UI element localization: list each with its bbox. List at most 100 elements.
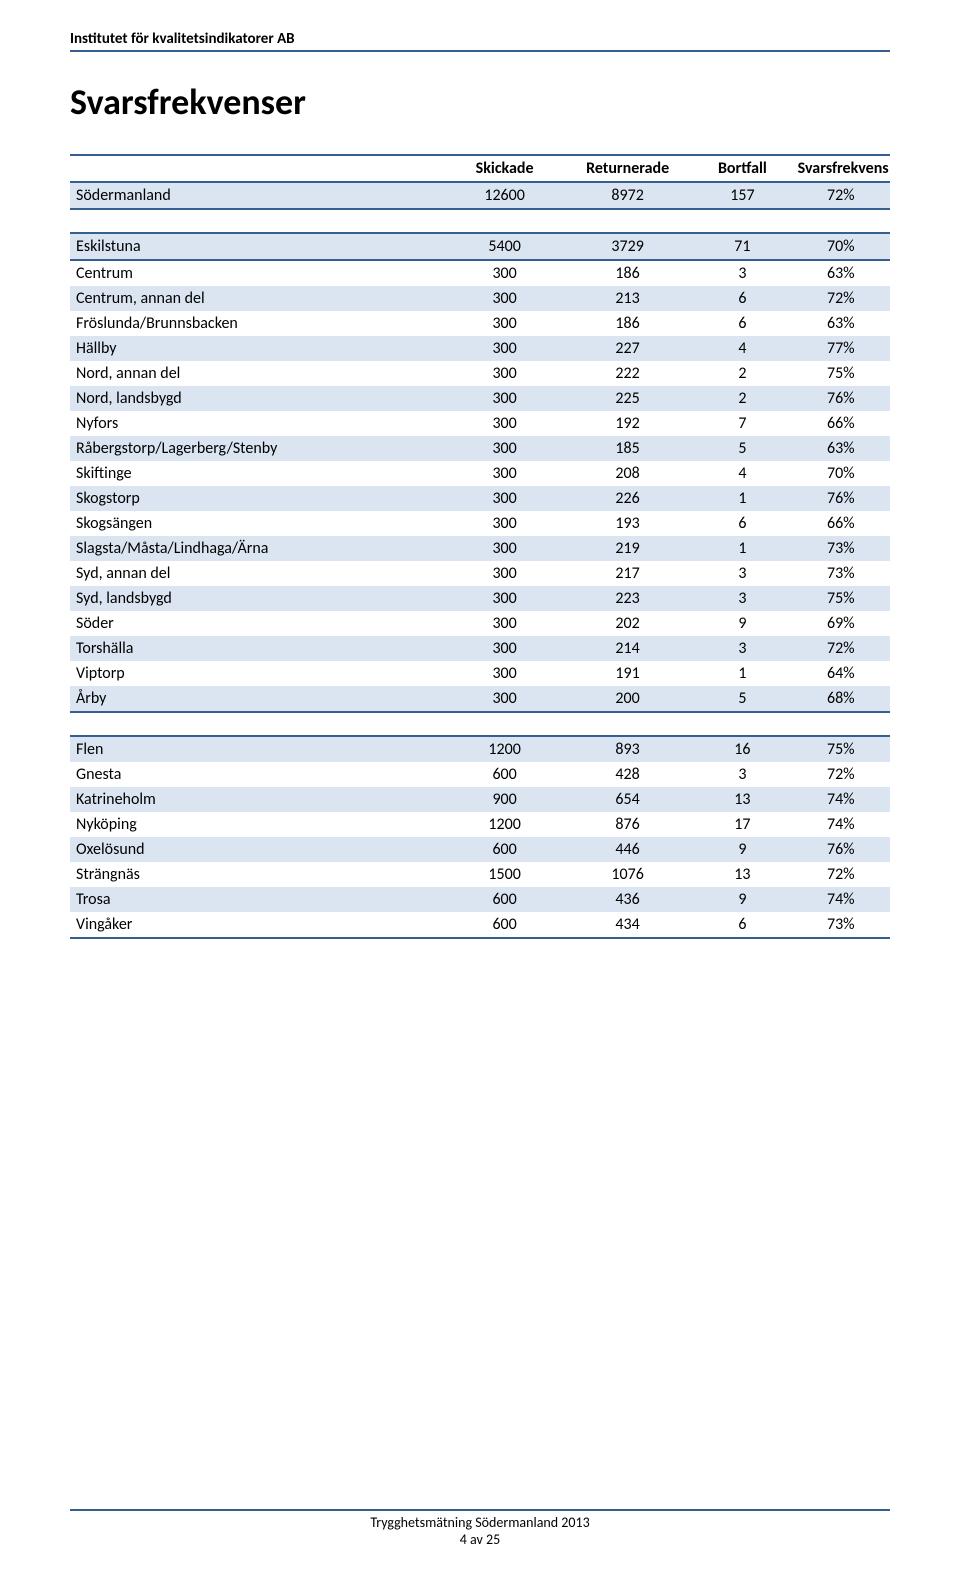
row-returnerade: 436 <box>562 887 693 912</box>
row-bortfall: 2 <box>693 386 791 411</box>
row-bortfall: 3 <box>693 636 791 661</box>
row-name: Nyfors <box>70 411 447 436</box>
row-returnerade: 223 <box>562 586 693 611</box>
row-bortfall: 16 <box>693 736 791 762</box>
total-skickade: 12600 <box>447 182 562 209</box>
row-returnerade: 226 <box>562 486 693 511</box>
section-freq: 70% <box>792 233 890 260</box>
row-returnerade: 428 <box>562 762 693 787</box>
table-row: Trosa600436974% <box>70 887 890 912</box>
row-freq: 76% <box>792 837 890 862</box>
row-name: Årby <box>70 686 447 712</box>
row-freq: 72% <box>792 636 890 661</box>
gap-row <box>70 209 890 233</box>
row-bortfall: 4 <box>693 336 791 361</box>
row-freq: 74% <box>792 812 890 837</box>
row-returnerade: 893 <box>562 736 693 762</box>
row-freq: 76% <box>792 486 890 511</box>
row-freq: 73% <box>792 536 890 561</box>
row-freq: 69% <box>792 611 890 636</box>
col-header-bortfall: Bortfall <box>693 155 791 182</box>
row-freq: 74% <box>792 887 890 912</box>
row-bortfall: 4 <box>693 461 791 486</box>
table-row: Nord, annan del300222275% <box>70 361 890 386</box>
row-freq: 66% <box>792 411 890 436</box>
row-freq: 73% <box>792 561 890 586</box>
row-freq: 63% <box>792 260 890 286</box>
row-name: Syd, landsbygd <box>70 586 447 611</box>
table-row: Årby300200568% <box>70 686 890 712</box>
row-returnerade: 219 <box>562 536 693 561</box>
table-row: Skiftinge300208470% <box>70 461 890 486</box>
row-returnerade: 200 <box>562 686 693 712</box>
row-freq: 63% <box>792 311 890 336</box>
table-row: Råbergstorp/Lagerberg/Stenby300185563% <box>70 436 890 461</box>
section-bortfall: 71 <box>693 233 791 260</box>
row-name: Hällby <box>70 336 447 361</box>
table-header-row: Skickade Returnerade Bortfall Svarsfrekv… <box>70 155 890 182</box>
table-row: Torshälla300214372% <box>70 636 890 661</box>
row-freq: 68% <box>792 686 890 712</box>
col-header-frekvens: Svarsfrekvens <box>792 155 890 182</box>
page-footer: Trygghetsmätning Södermanland 2013 4 av … <box>70 1509 890 1549</box>
total-row: Södermanland 12600 8972 157 72% <box>70 182 890 209</box>
row-freq: 63% <box>792 436 890 461</box>
row-name: Torshälla <box>70 636 447 661</box>
row-returnerade: 192 <box>562 411 693 436</box>
table-row: Slagsta/Måsta/Lindhaga/Ärna300219173% <box>70 536 890 561</box>
row-name: Nord, landsbygd <box>70 386 447 411</box>
row-name: Söder <box>70 611 447 636</box>
row-name: Oxelösund <box>70 837 447 862</box>
row-bortfall: 2 <box>693 361 791 386</box>
row-bortfall: 7 <box>693 411 791 436</box>
section-returnerade: 3729 <box>562 233 693 260</box>
row-skickade: 300 <box>447 461 562 486</box>
row-freq: 72% <box>792 286 890 311</box>
row-skickade: 300 <box>447 511 562 536</box>
row-name: Skogstorp <box>70 486 447 511</box>
total-name: Södermanland <box>70 182 447 209</box>
table-row: Nyköping12008761774% <box>70 812 890 837</box>
row-freq: 76% <box>792 386 890 411</box>
row-bortfall: 6 <box>693 286 791 311</box>
row-returnerade: 225 <box>562 386 693 411</box>
row-skickade: 300 <box>447 536 562 561</box>
row-name: Nyköping <box>70 812 447 837</box>
row-returnerade: 876 <box>562 812 693 837</box>
col-header-returnerade: Returnerade <box>562 155 693 182</box>
row-bortfall: 1 <box>693 536 791 561</box>
row-skickade: 300 <box>447 486 562 511</box>
row-bortfall: 9 <box>693 611 791 636</box>
row-bortfall: 3 <box>693 561 791 586</box>
table-row: Skogsängen300193666% <box>70 511 890 536</box>
row-skickade: 300 <box>447 611 562 636</box>
row-bortfall: 3 <box>693 762 791 787</box>
section-name: Eskilstuna <box>70 233 447 260</box>
row-bortfall: 9 <box>693 887 791 912</box>
row-name: Centrum <box>70 260 447 286</box>
table-row: Strängnäs150010761372% <box>70 862 890 887</box>
table-row: Vingåker600434673% <box>70 912 890 938</box>
row-bortfall: 13 <box>693 862 791 887</box>
row-skickade: 600 <box>447 837 562 862</box>
row-name: Viptorp <box>70 661 447 686</box>
row-bortfall: 3 <box>693 260 791 286</box>
section-skickade: 5400 <box>447 233 562 260</box>
row-returnerade: 208 <box>562 461 693 486</box>
section-row: Eskilstuna 5400 3729 71 70% <box>70 233 890 260</box>
row-bortfall: 3 <box>693 586 791 611</box>
table-row: Centrum300186363% <box>70 260 890 286</box>
row-name: Skogsängen <box>70 511 447 536</box>
header-rule <box>70 50 890 52</box>
row-name: Katrineholm <box>70 787 447 812</box>
page: Institutet för kvalitetsindikatorer AB S… <box>0 0 960 1585</box>
row-returnerade: 186 <box>562 311 693 336</box>
row-bortfall: 6 <box>693 912 791 938</box>
row-skickade: 300 <box>447 661 562 686</box>
table-row: Söder300202969% <box>70 611 890 636</box>
row-returnerade: 191 <box>562 661 693 686</box>
table-row: Hällby300227477% <box>70 336 890 361</box>
row-bortfall: 6 <box>693 511 791 536</box>
total-returnerade: 8972 <box>562 182 693 209</box>
row-skickade: 300 <box>447 436 562 461</box>
